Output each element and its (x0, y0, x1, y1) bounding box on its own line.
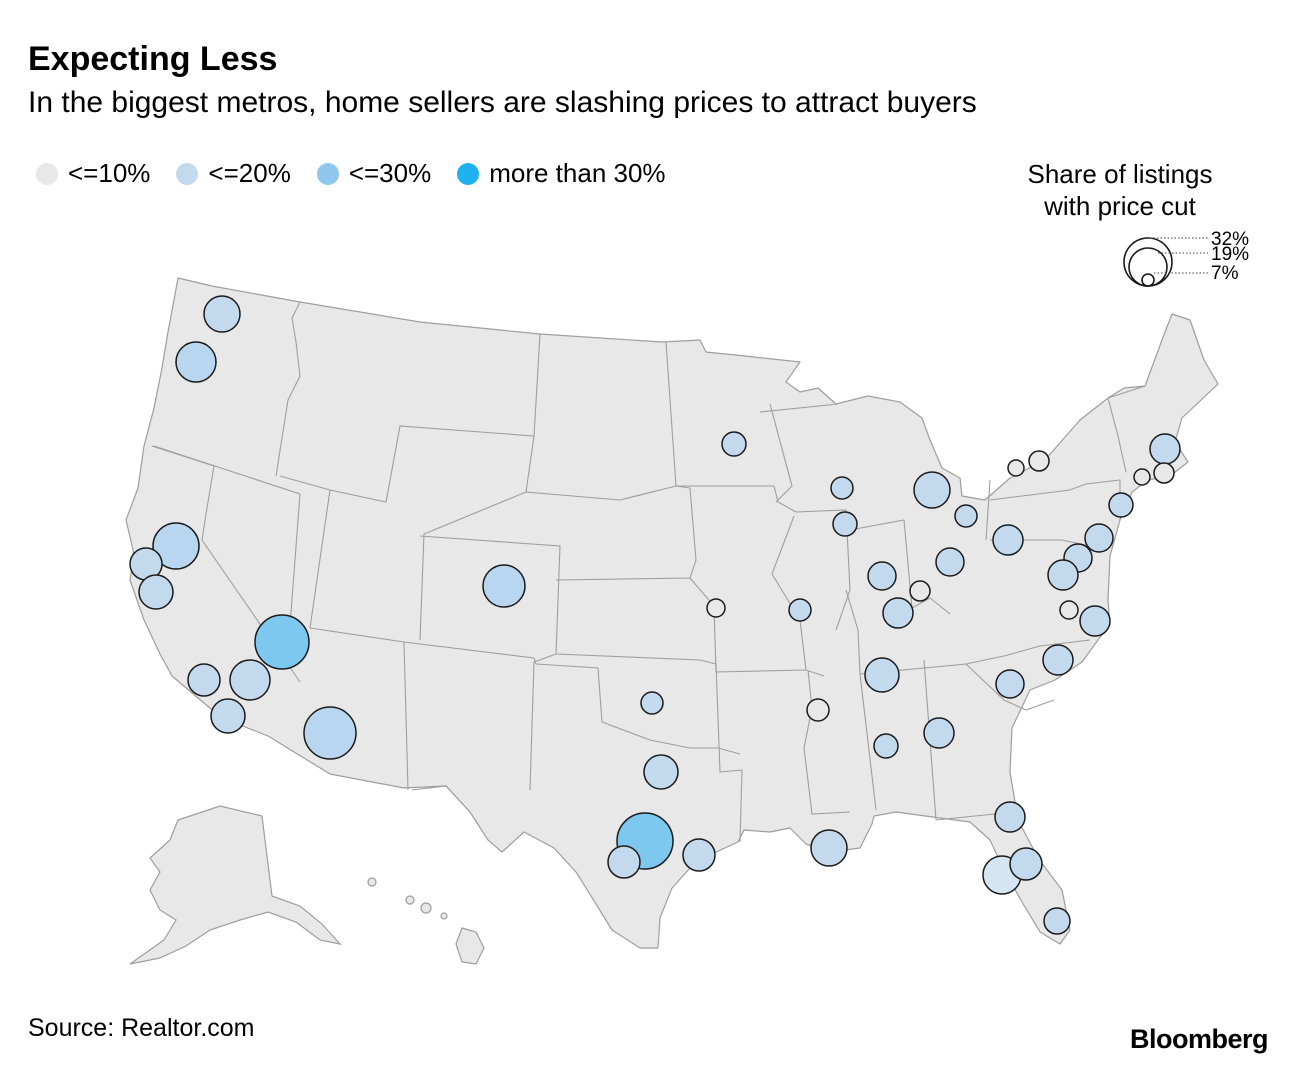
metro-bubble (1084, 523, 1114, 553)
metro-bubble (187, 663, 221, 697)
size-legend-label-32: 32% (1211, 229, 1249, 250)
legend-swatch-10 (36, 162, 58, 185)
metro-bubble (810, 829, 848, 867)
metro-bubble (806, 698, 830, 722)
metro-bubble (152, 522, 200, 570)
metro-bubble (138, 574, 174, 610)
metro-bubble (721, 431, 747, 457)
metro-bubble (607, 845, 641, 879)
state-borders (151, 301, 1146, 843)
metro-bubble (1047, 559, 1079, 591)
metro-bubble (994, 801, 1026, 833)
legend-item-10: <=10% (36, 158, 150, 189)
hawaii-island-4 (440, 912, 448, 920)
hawaii-island-2 (405, 895, 415, 905)
size-legend-title-line1: Share of listings (1027, 159, 1213, 189)
legend-label-20: <=20% (208, 158, 291, 188)
metro-bubble (995, 669, 1025, 699)
size-legend-title: Share of listings with price cut (990, 158, 1250, 222)
metro-bubble (1079, 605, 1111, 637)
hawaii-island-main (455, 927, 485, 965)
chart-subtitle: In the biggest metros, home sellers are … (28, 86, 977, 119)
size-legend: 32% 19% 7% (1123, 229, 1249, 287)
size-legend-label-19: 19% (1211, 244, 1249, 265)
metro-bubble (1108, 492, 1134, 518)
metro-bubble (1153, 462, 1175, 484)
metro-bubble (1028, 450, 1050, 472)
metro-bubble (1009, 847, 1043, 881)
metro-bubble (913, 471, 951, 509)
metro-bubble (254, 614, 310, 670)
hawaii-island-1 (420, 902, 432, 914)
legend-label-30: <=30% (348, 158, 432, 188)
metro-bubble (1043, 907, 1071, 935)
size-legend-title-line2: with price cut (1044, 191, 1196, 221)
legend-item-over-30: more than 30% (457, 158, 666, 189)
size-legend-label-7: 7% (1211, 263, 1239, 284)
hawaii-island-3 (367, 877, 377, 887)
metro-bubble (643, 754, 679, 790)
metro-bubble (935, 547, 965, 577)
legend-label-over-30: more than 30% (489, 158, 666, 188)
metro-bubble (229, 659, 271, 701)
legend-swatch-20 (176, 162, 199, 185)
metro-bubble (832, 511, 858, 537)
metro-bubble (864, 657, 900, 693)
us-map (125, 277, 1219, 965)
size-legend-circle-7 (1141, 273, 1155, 287)
metro-bubble (303, 706, 357, 760)
metro-bubble (830, 476, 854, 500)
metro-bubble (873, 733, 899, 759)
metro-bubble (923, 717, 955, 749)
metro-bubble (203, 295, 241, 333)
metro-bubble (210, 698, 246, 734)
metro-bubble (992, 524, 1024, 556)
legend-swatch-over-30 (457, 162, 480, 185)
alaska-shape (129, 805, 342, 965)
metro-bubble (1007, 459, 1025, 477)
us-mainland-shape (125, 277, 1219, 949)
legend-item-20: <=20% (176, 158, 291, 189)
metro-bubble (640, 691, 664, 715)
source-note: Source: Realtor.com (28, 1014, 255, 1042)
metro-bubble (1042, 644, 1074, 676)
metro-bubble (482, 564, 526, 608)
bloomberg-logo: Bloomberg (1129, 1024, 1269, 1054)
metro-bubble (706, 598, 726, 618)
metro-bubble (788, 598, 812, 622)
legend-item-30: <=30% (316, 158, 432, 189)
metro-bubble (1133, 468, 1151, 486)
legend-label-10: <=10% (68, 158, 151, 188)
metro-bubble (1149, 433, 1181, 465)
metro-bubble (882, 597, 914, 629)
color-legend: <=10% <=20% <=30% more than 30% (36, 158, 692, 189)
metro-bubble (682, 838, 716, 872)
metro-bubble (954, 504, 978, 528)
metro-bubble (175, 341, 217, 383)
legend-swatch-30 (316, 162, 339, 185)
metro-bubble (1059, 600, 1079, 620)
metro-bubble (909, 580, 931, 602)
metro-bubble (867, 561, 897, 591)
chart-title: Expecting Less (28, 40, 278, 78)
